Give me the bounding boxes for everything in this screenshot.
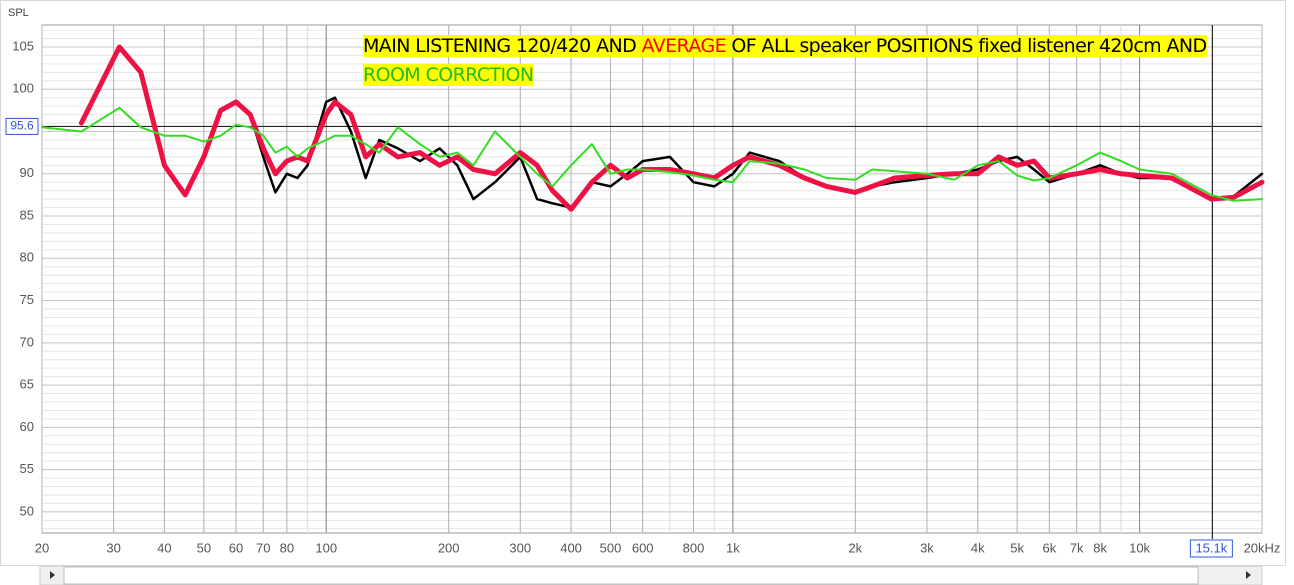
y-tick-label: 105 bbox=[12, 38, 34, 53]
x-tick-label: 30 bbox=[106, 540, 120, 555]
cursor-label: 95.6 bbox=[10, 119, 34, 133]
x-tick-label: 2k bbox=[848, 540, 862, 555]
y-tick-label: 55 bbox=[20, 461, 34, 476]
x-tick-label: 300 bbox=[509, 540, 531, 555]
cursor-label-box bbox=[5, 117, 39, 135]
scroll-thumb[interactable] bbox=[63, 566, 1199, 585]
x-tick-label: 70 bbox=[256, 540, 270, 555]
series-line bbox=[78, 44, 1265, 212]
x-tick-label: 8k bbox=[1093, 540, 1107, 555]
x-tick-label: 4k bbox=[971, 540, 985, 555]
plot-area bbox=[41, 24, 1263, 534]
y-tick-label: 70 bbox=[20, 334, 34, 349]
y-tick-label: 80 bbox=[20, 250, 34, 265]
cursor-label: 15.1k bbox=[1195, 540, 1227, 555]
annotation-part: AVERAGE bbox=[641, 35, 727, 57]
scroll-right[interactable] bbox=[1246, 571, 1251, 579]
annotation-part: ROOM CORRCTION bbox=[363, 64, 534, 86]
y-tick-label: 85 bbox=[20, 207, 34, 222]
x-tick-label: 400 bbox=[560, 540, 582, 555]
x-tick-label: 50 bbox=[197, 540, 211, 555]
x-tick-label: 20kHz bbox=[1244, 540, 1281, 555]
x-tick-label: 5k bbox=[1010, 540, 1024, 555]
y-tick-label: 60 bbox=[20, 419, 34, 434]
series-line bbox=[41, 106, 1263, 202]
x-tick-label: 40 bbox=[157, 540, 171, 555]
y-axis-label: SPL bbox=[8, 7, 29, 19]
y-tick-label: 90 bbox=[20, 165, 34, 180]
x-tick-label: 60 bbox=[229, 540, 243, 555]
annotation-part: MAIN LISTENING 120/420 AND bbox=[363, 35, 642, 57]
y-tick-label: 65 bbox=[20, 377, 34, 392]
x-tick-label: 600 bbox=[632, 540, 654, 555]
scroll-left[interactable] bbox=[50, 571, 55, 579]
x-tick-label: 20 bbox=[35, 540, 49, 555]
y-tick-label: 100 bbox=[12, 81, 34, 96]
x-tick-label: 1k bbox=[726, 540, 740, 555]
y-tick-label: 50 bbox=[20, 503, 34, 518]
x-tick-label: 800 bbox=[683, 540, 705, 555]
x-tick-label: 6k bbox=[1042, 540, 1056, 555]
cursor-label-box bbox=[1189, 539, 1233, 558]
x-tick-label: 80 bbox=[280, 540, 294, 555]
x-tick-label: 3k bbox=[920, 540, 934, 555]
x-tick-label: 10k bbox=[1129, 540, 1150, 555]
y-tick-label: 75 bbox=[20, 292, 34, 307]
annotation-part: OF ALL speaker POSITIONS fixed listener … bbox=[725, 35, 1207, 57]
x-tick-label: 7k bbox=[1070, 540, 1084, 555]
x-tick-label: 200 bbox=[438, 540, 460, 555]
x-tick-label: 500 bbox=[600, 540, 622, 555]
annotation: MAIN LISTENING 120/420 AND AVERAGE OF AL… bbox=[363, 32, 1243, 90]
x-tick-label: 100 bbox=[315, 540, 337, 555]
